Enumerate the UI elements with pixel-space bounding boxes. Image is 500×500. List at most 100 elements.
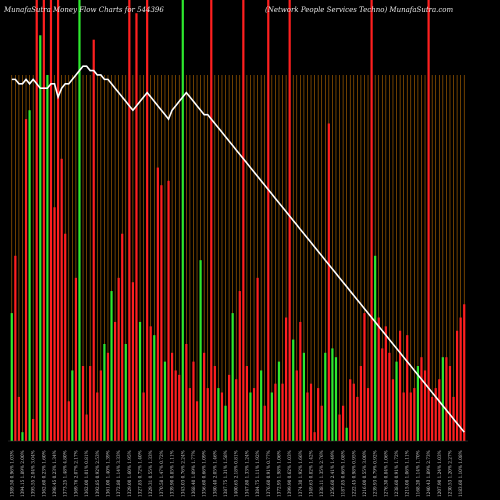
money-flow-bar [185, 343, 188, 441]
money-flow-bar [345, 427, 348, 441]
x-tick-label: 1168.20 1.14% 1.70% [415, 450, 420, 497]
money-flow-bar [299, 321, 302, 441]
money-flow-bar [106, 352, 110, 441]
x-tick-label: 1238.60 0.91% 1.72% [394, 450, 399, 497]
money-flow-bar [441, 357, 444, 441]
money-flow-bar [138, 321, 142, 441]
money-flow-bar [156, 167, 159, 441]
money-flow-bar [96, 392, 99, 441]
money-flow-bar [431, 396, 434, 441]
money-flow-bar [245, 366, 249, 441]
money-flow-bar [163, 361, 167, 441]
x-tick-label: 1216.00 0.55% 3.00% [362, 450, 367, 497]
money-flow-bar [306, 392, 309, 441]
money-flow-bar [370, 0, 373, 441]
money-flow-bar [49, 0, 53, 441]
money-flow-bar [89, 366, 92, 441]
money-flow-bar [24, 119, 28, 441]
money-flow-bar [146, 0, 149, 441]
money-flow-bar [195, 401, 199, 441]
x-tick-label: 1394.15 1.89% 2.00% [20, 450, 25, 497]
money-flow-bar [92, 39, 95, 441]
money-flow-bar [39, 35, 42, 441]
money-flow-bar [359, 366, 363, 441]
money-flow-bar [434, 388, 437, 441]
money-flow-bar [14, 255, 17, 441]
money-flow-bar [363, 313, 366, 441]
x-tick-label: 1256.60 2.41% 1.49% [330, 450, 335, 497]
money-flow-bar [213, 366, 216, 441]
money-flow-bar [455, 330, 459, 441]
x-tick-label: 1239.93 0.79% 0.92% [373, 450, 378, 497]
money-flow-bar [463, 304, 466, 441]
x-tick-label: 1338.11 1.35% 2.76% [319, 450, 324, 497]
money-flow-bar [220, 392, 224, 441]
money-flow-bar [203, 352, 206, 441]
money-flow-bar [99, 370, 102, 441]
x-tick-label: 1392.85 0.92% 2.53% [95, 450, 100, 497]
money-flow-bar [21, 432, 24, 441]
money-flow-bar [121, 233, 124, 441]
x-tick-label: 1372.80 1.14% 3.33% [116, 450, 121, 497]
x-tick-label: 1276.30 0.84% 1.06% [383, 450, 388, 497]
money-flow-bar [284, 317, 288, 441]
money-flow-bar [238, 291, 241, 441]
x-tick-label: 1327.85 0.72% 1.40% [138, 450, 143, 497]
money-flow-bar [242, 0, 245, 441]
chart-title-left: MunafaSutra Money Flow Charts for 544396 [3, 6, 164, 14]
x-tick-label: 1374.30 1.92% 1.66% [298, 450, 303, 497]
x-tick-label: 1400.65 2.18% 0.81% [234, 450, 239, 497]
x-tick-label: 1387.75 1.31% 1.58% [223, 450, 228, 497]
money-flow-bar [85, 414, 88, 441]
x-tick-label: 1222.45 0.98% 0.95% [351, 450, 356, 497]
x-tick-label: 1240.43 1.89% 2.73% [426, 450, 431, 497]
chart-title-right: (Network People Services Techno) MunafaS… [265, 6, 454, 14]
x-tick-label: 1183.60 1.10% 1.08% [458, 450, 463, 497]
money-flow-bar [388, 352, 391, 441]
x-tick-label: 1389.50 0.96% 1.03% [9, 450, 14, 497]
money-flow-bar [338, 414, 341, 441]
money-flow-bar [110, 291, 113, 441]
money-flow-bar [402, 392, 405, 441]
money-flow-bar [288, 0, 291, 441]
x-tick-label: 1398.45 0.23% 1.34% [52, 450, 57, 497]
money-flow-bar [270, 392, 273, 441]
money-flow-bar [124, 343, 127, 441]
money-flow-bar [459, 317, 462, 441]
money-flow-bar [356, 396, 359, 441]
money-flow-bar [67, 401, 70, 441]
money-flow-bar [423, 370, 427, 441]
money-flow-bar [53, 207, 56, 441]
money-flow-bar [302, 352, 306, 441]
money-flow-bar [142, 392, 145, 441]
money-flow-bar [374, 255, 377, 441]
x-tick-label: 1356.60 0.66% 1.09% [202, 450, 207, 497]
money-flow-bar [117, 277, 120, 441]
money-flow-bar [331, 348, 334, 441]
money-flow-bar [281, 383, 284, 441]
x-tick-label: 1380.40 2.05% 1.46% [212, 450, 217, 497]
money-flow-bar [341, 405, 345, 441]
x-tick-label: 1361.00 1.40% 1.39% [105, 450, 110, 497]
money-flow-bar [131, 282, 135, 441]
money-flow-bar [128, 0, 131, 441]
money-flow-bar [28, 110, 31, 441]
money-flow-bar [295, 370, 298, 441]
money-flow-bar [170, 352, 174, 441]
money-flow-bar [35, 0, 38, 441]
money-flow-bar [227, 374, 231, 441]
money-flow-bar [64, 233, 67, 441]
money-flow-bar [406, 335, 409, 441]
money-flow-bar [420, 357, 423, 441]
x-tick-label: 1384.75 1.11% 1.92% [255, 450, 260, 497]
money-flow-bar [181, 0, 184, 441]
money-flow-bar [292, 339, 295, 441]
x-tick-label: 1215.08 1.06% 1.11% [405, 450, 410, 497]
chart-bars [10, 0, 466, 441]
money-flow-bar [366, 388, 370, 441]
x-tick-label: 1207.90 1.24% 1.03% [437, 450, 442, 497]
x-tick-label: 1329.31 0.55% 1.33% [148, 450, 153, 497]
money-flow-bar [206, 388, 209, 441]
money-flow-bar [384, 326, 387, 441]
x-tick-label: 1187.85 0.66% 1.08% [341, 450, 346, 497]
